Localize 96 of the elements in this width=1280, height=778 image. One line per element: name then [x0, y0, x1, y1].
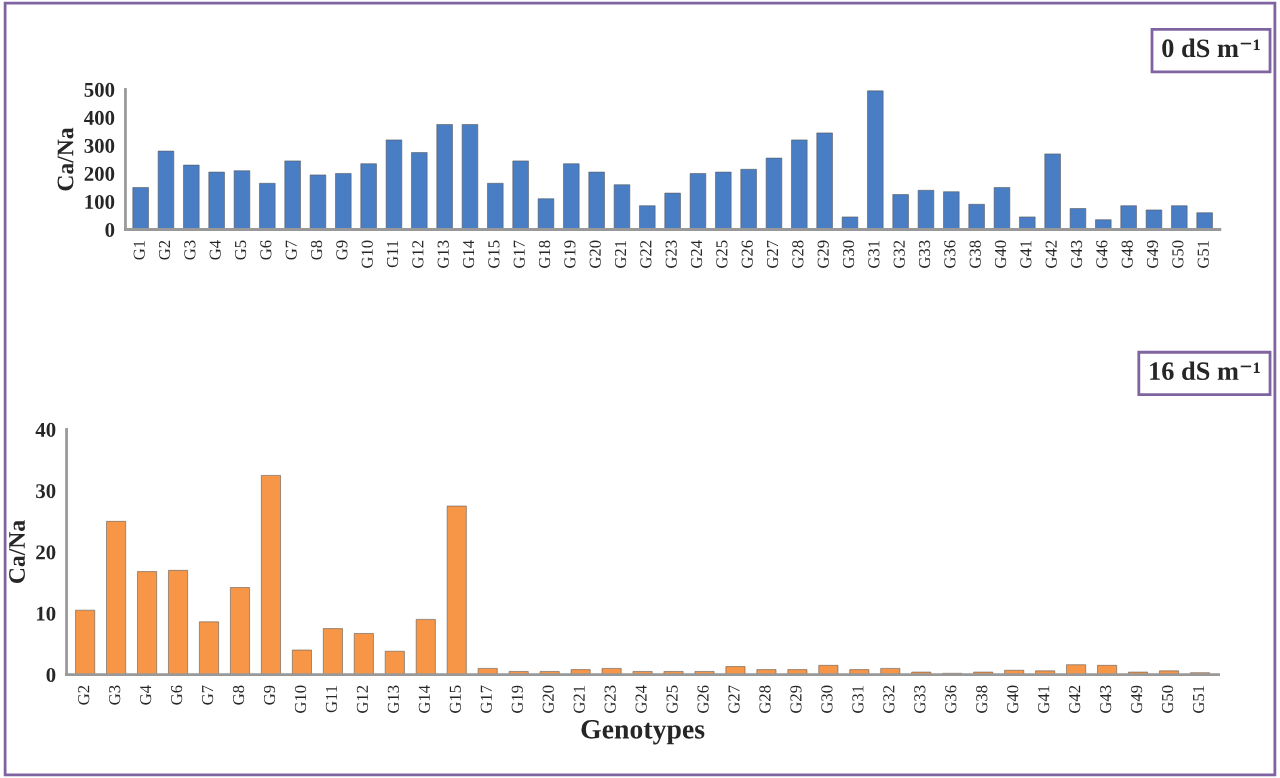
x-tick-label: G7: [201, 685, 214, 705]
x-tick-label: G43: [1070, 240, 1083, 268]
x-tick-label: G19: [511, 685, 523, 713]
x-tick-label: G10: [294, 685, 307, 713]
x-tick-label: G3: [109, 685, 121, 705]
x-tick-label: G21: [614, 240, 627, 268]
y-tick-label: 40: [35, 422, 56, 437]
x-tick-label: G21: [573, 685, 585, 713]
x-tick-label: G49: [1146, 240, 1159, 268]
x-tick-label: G46: [1096, 240, 1108, 268]
x-tick-label: G1: [133, 240, 145, 260]
text: 16 dS m⁻¹: [1150, 361, 1260, 381]
x-tick-label: G8: [310, 240, 323, 260]
x-tick-label: G22: [640, 240, 652, 268]
x-tick-label: G9: [336, 240, 348, 260]
x-tick-label: G42: [1045, 240, 1057, 268]
y-tick-label: 300: [84, 138, 115, 153]
x-tick-label: G36: [944, 240, 956, 268]
x-tick-label: G11: [386, 240, 399, 268]
x-tick-label: G4: [209, 240, 221, 260]
x-tick-label: G3: [184, 240, 196, 260]
x-tick-label: G12: [412, 240, 424, 268]
x-tick-label: G50: [1172, 240, 1184, 268]
x-tick-label: G25: [716, 240, 728, 268]
y-tick-label: 200: [84, 166, 115, 181]
x-tick-label: G29: [790, 685, 802, 713]
x-tick-label: G4: [140, 685, 152, 705]
x-tick-label: G49: [1131, 685, 1143, 713]
x-tick-label: G9: [263, 685, 276, 705]
x-tick-label: G41: [1038, 685, 1050, 713]
x-tick-label: G32: [893, 240, 905, 268]
x-tick-label: G26: [741, 240, 753, 268]
x-tick-label: G2: [158, 240, 171, 260]
x-tick-label: G8: [232, 685, 245, 705]
y-axis-title: Ca/Na: [9, 520, 25, 583]
x-tick-label: G38: [976, 685, 988, 713]
x-tick-label: G14: [418, 685, 430, 713]
y-tick-label: 0: [105, 222, 115, 237]
x-tick-label: G27: [728, 685, 740, 713]
x-tick-label: G18: [538, 240, 551, 268]
x-tick-label: G12: [356, 685, 369, 713]
y-tick-label: 30: [36, 484, 56, 499]
x-tick-label: G24: [690, 240, 703, 268]
y-tick-label: 400: [84, 110, 115, 125]
text: 0 dS m⁻¹: [1162, 38, 1260, 58]
x-tick-label: G28: [759, 685, 771, 713]
x-tick-label: G48: [1121, 240, 1133, 268]
x-tick-label: G41: [1020, 240, 1032, 268]
x-tick-label: G31: [868, 240, 880, 268]
x-tick-label: G42: [1069, 685, 1081, 713]
y-axis-title: Ca/Na: [57, 127, 74, 191]
x-tick-label: G6: [171, 685, 183, 705]
x-tick-label: G23: [665, 240, 677, 268]
x-tick-label: G32: [883, 685, 895, 713]
x-tick-label: G51: [1192, 685, 1205, 713]
y-tick-label: 100: [85, 194, 115, 209]
x-tick-label: G26: [697, 685, 709, 713]
x-axis-title: Genotypes: [581, 720, 705, 745]
x-tick-label: G13: [437, 240, 449, 268]
x-tick-label: G23: [604, 685, 616, 713]
x-tick-label: G15: [449, 685, 461, 713]
x-tick-label: G33: [914, 685, 926, 713]
x-tick-label: G15: [488, 240, 500, 268]
x-tick-label: G24: [635, 685, 647, 713]
x-tick-label: G33: [918, 240, 931, 268]
x-tick-label: G13: [387, 685, 399, 713]
x-tick-label: G5: [234, 240, 247, 260]
x-tick-label: G2: [78, 685, 90, 705]
x-tick-label: G31: [852, 685, 864, 713]
x-tick-label: G14: [462, 240, 475, 268]
x-tick-label: G17: [513, 240, 525, 268]
x-tick-label: G7: [285, 240, 297, 260]
x-tick-label: G30: [821, 685, 833, 713]
x-tick-label: G25: [666, 685, 678, 713]
x-tick-label: G38: [969, 240, 981, 268]
x-tick-label: G51: [1197, 240, 1209, 268]
x-tick-label: G29: [817, 240, 829, 268]
y-tick-label: 20: [36, 545, 56, 560]
x-tick-label: G6: [260, 240, 272, 260]
x-tick-label: G30: [842, 240, 855, 268]
y-tick-label: 0: [46, 667, 56, 682]
x-tick-label: G27: [766, 240, 779, 268]
x-tick-label: G19: [564, 240, 576, 268]
y-tick-label: 10: [36, 606, 56, 621]
x-tick-label: G20: [542, 685, 554, 713]
x-tick-label: G50: [1161, 685, 1174, 713]
x-tick-label: G17: [480, 685, 492, 713]
x-tick-label: G28: [792, 240, 804, 268]
x-tick-label: G36: [945, 685, 957, 713]
x-tick-label: G20: [589, 240, 601, 268]
y-tick-label: 500: [84, 82, 115, 97]
x-tick-label: G43: [1100, 685, 1112, 713]
x-tick-label: G40: [994, 240, 1007, 268]
x-tick-label: G40: [1007, 685, 1019, 713]
x-tick-label: G10: [361, 240, 373, 268]
x-tick-label: G11: [325, 685, 338, 713]
